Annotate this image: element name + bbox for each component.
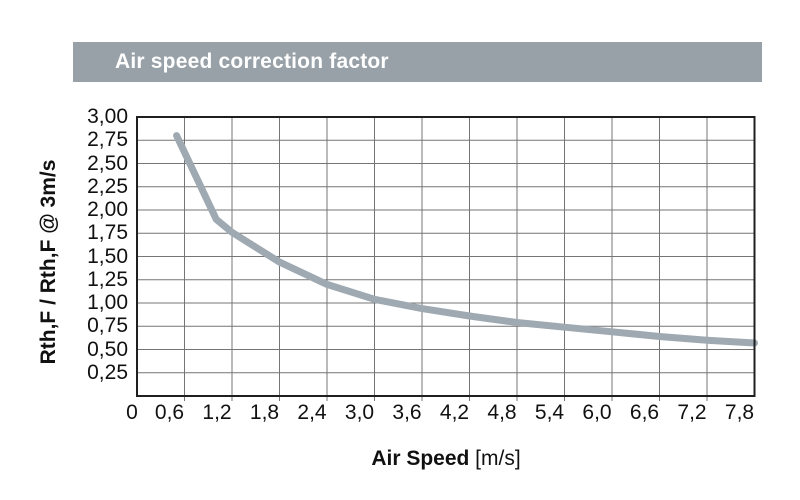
x-axis-title-text: Air Speed: [371, 447, 470, 470]
chart-title: Air speed correction factor: [115, 50, 389, 73]
plot-border: [136, 116, 756, 397]
correction-factor-curve: [173, 132, 758, 347]
x-axis-unit: [m/s]: [469, 447, 521, 470]
y-axis-title: Rth,F / Rth,F @ 3m/s: [37, 159, 60, 365]
x-axis-title: Air Speed [m/s]: [371, 447, 520, 471]
chart-title-bar: Air speed correction factor: [73, 42, 762, 82]
